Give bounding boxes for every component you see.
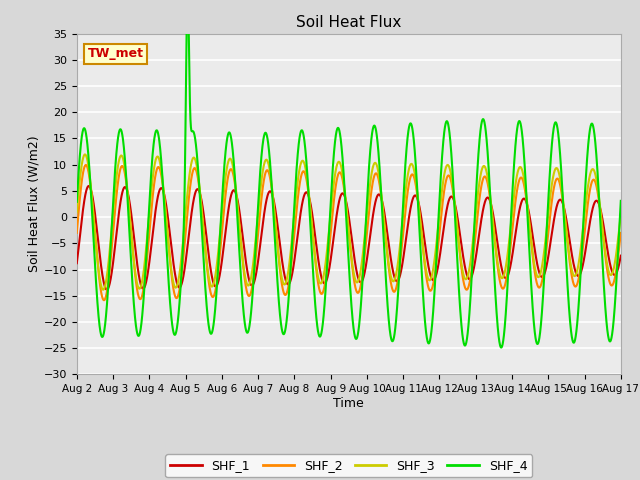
- Y-axis label: Soil Heat Flux (W/m2): Soil Heat Flux (W/m2): [28, 136, 41, 272]
- Legend: SHF_1, SHF_2, SHF_3, SHF_4: SHF_1, SHF_2, SHF_3, SHF_4: [165, 454, 532, 477]
- Title: Soil Heat Flux: Soil Heat Flux: [296, 15, 401, 30]
- Text: TW_met: TW_met: [88, 48, 144, 60]
- X-axis label: Time: Time: [333, 397, 364, 410]
